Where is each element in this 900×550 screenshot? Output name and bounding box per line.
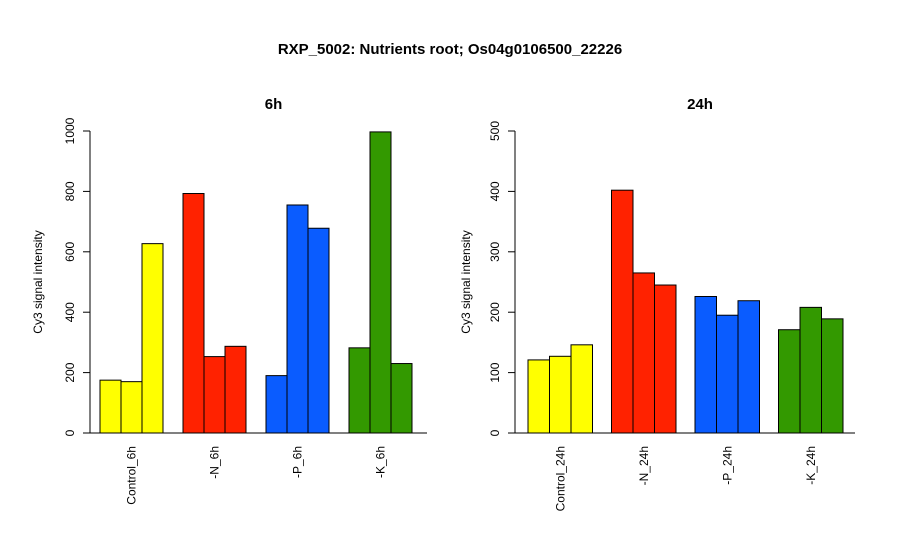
x-tick-label: -K_24h [804,446,818,485]
y-tick-label: 300 [488,241,502,261]
panel-24h: 24h 0 100 200 300 400 500 Cy3 signal intensity C… [459,96,855,511]
y-tick-label: 500 [488,121,502,141]
x-tick-label: -K_6h [374,446,388,478]
panel-6h: 6h 0 200 400 600 800 1000 Cy3 signal intensity C… [31,96,427,505]
bar [182,193,205,434]
bar [265,375,288,434]
bar [527,359,550,434]
y-axis-label: Cy3 signal intensity [459,230,473,333]
x-tick-label: -P_24h [720,446,734,485]
x-tick-label: Control_24h [553,446,567,511]
y-tick-label: 800 [63,181,77,201]
y-tick-label: 200 [63,362,77,382]
y-axis-label: Cy3 signal intensity [31,230,45,333]
y-tick-label: 1000 [63,117,77,144]
x-tick-label: Control_6h [125,446,139,505]
bar [694,295,717,434]
bar [778,329,801,434]
x-tick-label: -N_24h [637,446,651,485]
bar [203,356,226,434]
bar [821,318,844,434]
bar [224,345,247,434]
bar [348,347,371,434]
figure-title: RXP_5002: Nutrients root; Os04g0106500_2… [278,41,622,58]
y-tick-label: 0 [488,429,502,436]
bar [369,131,392,434]
bar [141,243,164,434]
panel-title: 6h [265,96,283,113]
x-tick-label: -P_6h [291,446,305,478]
bar [120,381,143,434]
bar [390,363,413,434]
bar [286,204,309,434]
bar [549,355,572,434]
y-tick-label: 400 [488,181,502,201]
y-tick-label: 0 [63,429,77,436]
bar [716,314,739,434]
y-tick-label: 400 [63,302,77,322]
bar [654,284,677,434]
bar [611,189,634,434]
x-tick-label: -N_6h [208,446,222,479]
bar [307,227,330,434]
y-tick-label: 100 [488,362,502,382]
bar [799,306,822,434]
y-tick-label: 200 [488,302,502,322]
bar [99,379,122,434]
panel-title: 24h [687,96,713,113]
y-tick-label: 600 [63,241,77,261]
bar [737,300,760,434]
bar [632,272,655,434]
bar [570,344,593,434]
